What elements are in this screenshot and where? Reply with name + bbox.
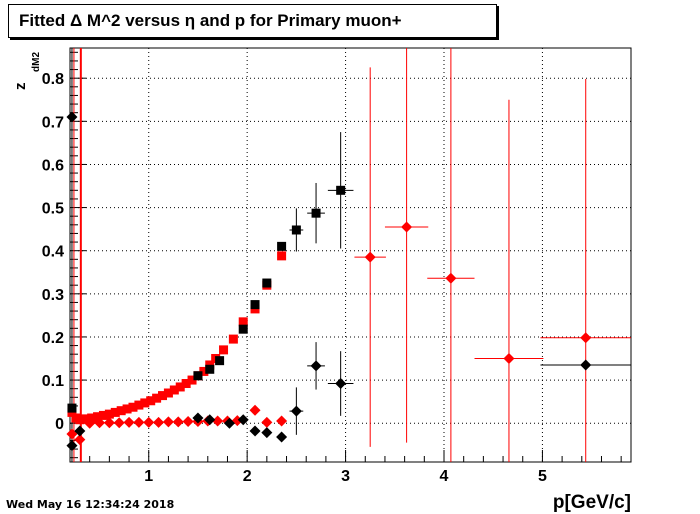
- data-point-diamond: [172, 416, 184, 428]
- data-point-square: [215, 356, 225, 366]
- data-point-square: [187, 375, 197, 385]
- data-point-diamond: [192, 412, 204, 424]
- data-point-square: [193, 371, 203, 381]
- data-point-diamond: [84, 417, 96, 429]
- y-tick-label: 0.8: [42, 71, 64, 88]
- x-axis-label: p[GeV/c]: [553, 492, 631, 513]
- y-axis-label-subscript: dM2: [31, 52, 42, 72]
- data-point-square: [291, 225, 301, 235]
- y-axis-label: z: [12, 83, 29, 91]
- data-point-square: [277, 241, 287, 251]
- data-point-diamond: [153, 416, 165, 428]
- x-tick-label: 4: [440, 468, 449, 485]
- data-point-square: [93, 412, 103, 422]
- data-point-diamond: [182, 415, 194, 427]
- data-point-square: [67, 403, 77, 413]
- data-point-diamond: [204, 414, 216, 426]
- data-point-square: [122, 404, 132, 414]
- data-point-diamond: [66, 111, 78, 123]
- data-point-square: [104, 409, 114, 419]
- data-point-diamond: [94, 417, 106, 429]
- data-point-square: [116, 406, 126, 416]
- data-point-diamond: [223, 417, 235, 429]
- data-point-square: [311, 208, 321, 218]
- data-point-diamond: [580, 332, 592, 344]
- data-point-diamond: [74, 425, 86, 437]
- data-point-square: [250, 300, 260, 310]
- data-point-square: [158, 391, 168, 401]
- data-point-diamond: [364, 251, 376, 263]
- timestamp: Wed May 16 12:34:24 2018: [6, 498, 175, 511]
- data-point-square: [134, 400, 144, 410]
- data-point-diamond: [113, 417, 125, 429]
- x-tick-label: 5: [538, 468, 547, 485]
- data-point-diamond: [261, 416, 273, 428]
- chart-title: Fitted Δ M^2 versus η and p for Primary …: [8, 4, 497, 38]
- y-tick-label: 0.6: [42, 157, 64, 174]
- y-tick-label: 0: [55, 416, 64, 433]
- data-point-diamond: [123, 416, 135, 428]
- data-point-diamond: [66, 440, 78, 452]
- data-point-square: [228, 334, 238, 344]
- data-point-square: [146, 396, 156, 406]
- data-point-diamond: [276, 431, 288, 443]
- data-point-square: [87, 413, 97, 423]
- data-point-diamond: [261, 427, 273, 439]
- data-point-diamond: [249, 404, 261, 416]
- data-point-square: [199, 366, 209, 376]
- data-point-diamond: [310, 360, 322, 372]
- y-tick-label: 0.1: [42, 373, 64, 390]
- x-tick-label: 1: [144, 468, 153, 485]
- data-point-square: [75, 415, 85, 425]
- data-point-diamond: [276, 415, 288, 427]
- chart-title-text: Fitted Δ M^2 versus η and p for Primary …: [19, 11, 402, 30]
- data-point-diamond: [290, 405, 302, 417]
- data-point-diamond: [445, 272, 457, 284]
- y-tick-label: 0.7: [42, 114, 64, 131]
- data-point-square: [152, 393, 162, 403]
- x-tick-label: 2: [243, 468, 252, 485]
- data-point-diamond: [335, 378, 347, 390]
- data-point-square: [205, 364, 215, 374]
- x-tick-label: 3: [341, 468, 350, 485]
- data-point-square: [336, 185, 346, 195]
- y-tick-label: 0.2: [42, 330, 64, 347]
- y-tick-label: 0.3: [42, 287, 64, 304]
- data-point-diamond: [401, 221, 413, 233]
- data-point-square: [175, 382, 185, 392]
- y-tick-label: 0.5: [42, 201, 64, 218]
- data-point-diamond: [103, 417, 115, 429]
- data-point-square: [277, 251, 287, 261]
- data-point-square: [110, 407, 120, 417]
- data-point-diamond: [237, 414, 249, 426]
- data-point-square: [262, 278, 272, 288]
- data-point-square: [238, 317, 248, 327]
- data-point-diamond: [503, 353, 515, 364]
- data-point-diamond: [212, 415, 224, 427]
- data-point-square: [181, 379, 191, 389]
- data-point-square: [128, 402, 138, 412]
- plot-frame: [69, 47, 632, 463]
- data-point-square: [219, 345, 229, 355]
- data-point-diamond: [580, 359, 592, 371]
- data-point-square: [98, 410, 108, 420]
- data-point-diamond: [249, 425, 261, 437]
- data-point-square: [81, 414, 91, 424]
- y-tick-label: 0.4: [42, 244, 64, 261]
- data-point-diamond: [143, 416, 155, 428]
- data-point-diamond: [74, 434, 86, 446]
- data-point-square: [163, 388, 173, 398]
- data-point-square: [169, 385, 179, 395]
- data-point-diamond: [162, 416, 174, 428]
- data-point-diamond: [133, 416, 145, 428]
- data-point-square: [238, 324, 248, 334]
- data-point-square: [140, 398, 150, 408]
